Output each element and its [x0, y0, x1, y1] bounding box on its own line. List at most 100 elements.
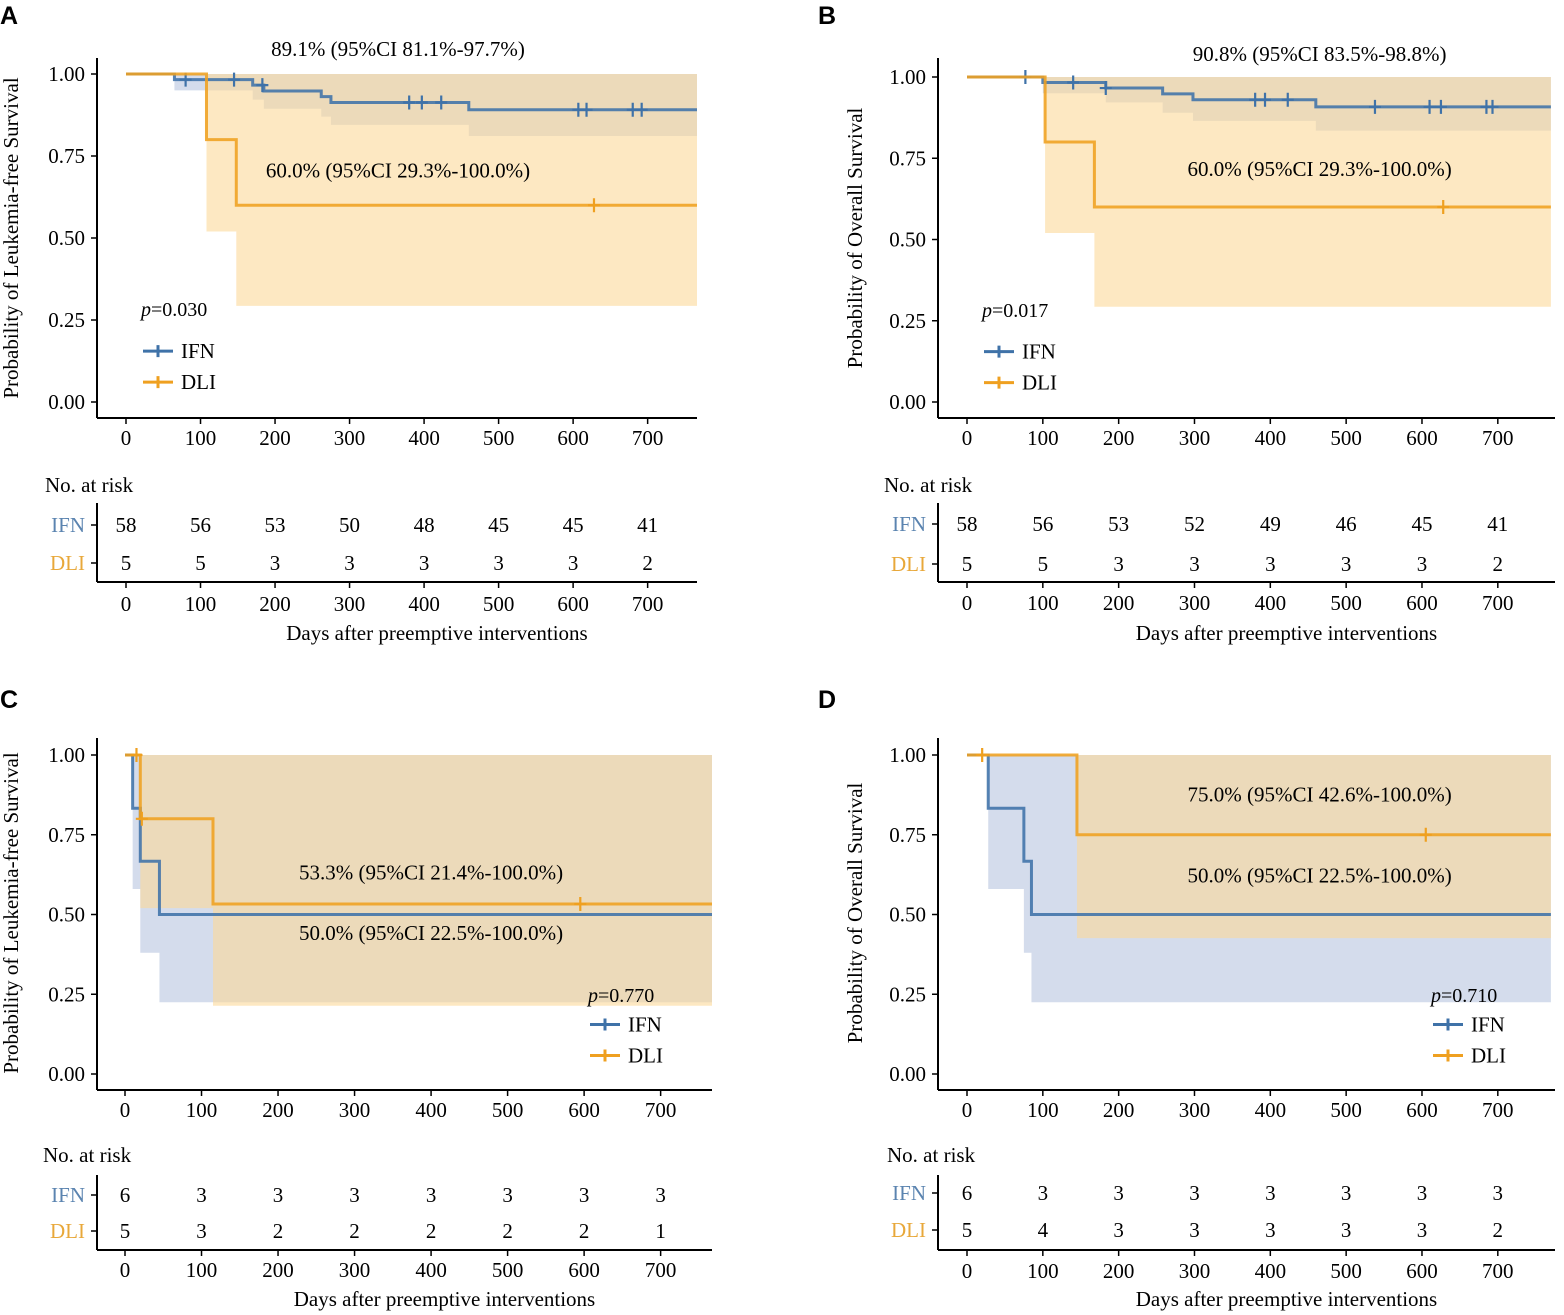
- risk-x-tick-label: 700: [645, 1258, 677, 1282]
- legend-swatch-dli: [590, 1049, 620, 1062]
- risk-table-title: No. at risk: [45, 473, 134, 497]
- panel-c: C 0.00 0.25 0.50 0.75 1.00 0 100 200 300 400 500 600…: [0, 686, 712, 1311]
- risk-count: 56: [190, 513, 211, 537]
- risk-x-tick-label: 0: [962, 591, 973, 615]
- risk-count: 3: [1113, 552, 1124, 576]
- risk-table: No. at risk IFN 6 3 3 3 3 3 3 3 DLI 5 4 3 3 3 3 3 2 0 100 200…: [887, 1143, 1555, 1311]
- risk-count: 58: [957, 512, 978, 536]
- risk-x-tick-label: 300: [334, 592, 366, 616]
- legend-swatch-dli: [1433, 1049, 1463, 1062]
- x-tick-label: 700: [1482, 1098, 1514, 1122]
- x-tick-label: 300: [1179, 426, 1211, 450]
- x-tick-label: 500: [1330, 1098, 1362, 1122]
- risk-count: 3: [1341, 552, 1352, 576]
- censor-mark: [1281, 92, 1294, 107]
- panel-b: B 0.00 0.25 0.50 0.75 1.00 0 100 200 300 400 500 600…: [818, 2, 1555, 645]
- legend-label-ifn: IFN: [628, 1013, 662, 1037]
- y-tick-label: 0.00: [889, 1062, 926, 1086]
- risk-x-tick-label: 500: [492, 1258, 524, 1282]
- panel-label: A: [0, 2, 18, 30]
- risk-count: 3: [1417, 1218, 1428, 1242]
- risk-count: 3: [419, 551, 430, 575]
- x-axis-label: Days after preemptive interventions: [1136, 621, 1437, 645]
- risk-count: 3: [1341, 1218, 1352, 1242]
- censor-mark: [435, 95, 448, 110]
- legend: IFN DLI: [984, 340, 1057, 395]
- legend-label-ifn: IFN: [181, 339, 215, 363]
- risk-count: 6: [120, 1183, 131, 1207]
- x-axis-label: Days after preemptive interventions: [294, 1287, 595, 1311]
- risk-count: 1: [655, 1219, 666, 1243]
- risk-count: 2: [1493, 1218, 1504, 1242]
- y-tick-label: 0.25: [48, 982, 85, 1006]
- risk-row-label-dli: DLI: [50, 551, 85, 575]
- panel-label: B: [818, 2, 836, 30]
- risk-count: 49: [1260, 512, 1281, 536]
- risk-count: 53: [265, 513, 286, 537]
- risk-table: No. at risk IFN 6 3 3 3 3 3 3 3 DLI 5 3 2 2 2 2 2 1 0 100 200…: [43, 1143, 712, 1311]
- x-tick-label: 200: [262, 1098, 294, 1122]
- risk-x-tick-label: 400: [1255, 1259, 1287, 1283]
- x-tick-label: 600: [568, 1098, 600, 1122]
- risk-count: 5: [962, 552, 973, 576]
- survival-line-ifn: [125, 753, 712, 916]
- legend-label-ifn: IFN: [1471, 1013, 1505, 1037]
- plot-area: [126, 72, 697, 306]
- risk-count: 3: [349, 1183, 360, 1207]
- risk-row-label-ifn: IFN: [51, 513, 85, 537]
- y-tick-label: 0.25: [889, 309, 926, 333]
- x-tick-label: 600: [557, 426, 589, 450]
- risk-count: 3: [1189, 1181, 1200, 1205]
- legend-swatch-dli: [984, 376, 1014, 389]
- risk-count: 3: [1189, 1218, 1200, 1242]
- legend-swatch-ifn: [984, 345, 1014, 358]
- risk-count: 2: [1493, 552, 1504, 576]
- risk-count: 41: [637, 513, 658, 537]
- censor-mark: [1368, 99, 1381, 114]
- p-value: p=0.770: [586, 985, 654, 1007]
- risk-row-label-ifn: IFN: [892, 512, 926, 536]
- risk-count: 3: [1113, 1181, 1124, 1205]
- p-value: p=0.710: [1429, 985, 1497, 1007]
- risk-x-tick-label: 400: [408, 592, 440, 616]
- risk-x-tick-label: 600: [1406, 1259, 1438, 1283]
- y-axis-label: Probability of Leukemia-free Survival: [0, 77, 23, 398]
- risk-count: 3: [1265, 1181, 1276, 1205]
- risk-count: 50: [339, 513, 360, 537]
- risk-x-tick-label: 100: [186, 1258, 218, 1282]
- y-tick-label: 0.75: [48, 144, 85, 168]
- censor-mark: [1099, 81, 1112, 96]
- y-tick-label: 1.00: [889, 65, 926, 89]
- risk-count: 3: [270, 551, 281, 575]
- risk-count: 2: [426, 1219, 437, 1243]
- ci-band-dli: [967, 755, 1551, 939]
- x-tick-label: 0: [962, 1098, 973, 1122]
- legend-label-dli: DLI: [628, 1044, 663, 1068]
- x-tick-label: 0: [962, 426, 973, 450]
- y-tick-label: 0.00: [889, 390, 926, 414]
- survival-annotation: 60.0% (95%CI 29.3%-100.0%): [1188, 157, 1452, 181]
- risk-count: 52: [1184, 512, 1205, 536]
- risk-count: 3: [273, 1183, 284, 1207]
- x-tick-label: 500: [1330, 426, 1362, 450]
- risk-count: 6: [962, 1181, 973, 1205]
- y-axis-label: Probability of Leukemia-free Survival: [0, 752, 23, 1073]
- risk-count: 3: [655, 1183, 666, 1207]
- survival-line-dli: [126, 72, 697, 207]
- risk-row-label-ifn: IFN: [51, 1183, 85, 1207]
- risk-x-tick-label: 200: [1103, 1259, 1135, 1283]
- risk-count: 2: [349, 1219, 360, 1243]
- legend: IFN DLI: [143, 339, 216, 394]
- legend-swatch-ifn: [143, 345, 173, 358]
- risk-x-tick-label: 100: [185, 592, 217, 616]
- y-tick-label: 1.00: [48, 62, 85, 86]
- censor-mark: [228, 72, 241, 87]
- legend-label-dli: DLI: [1471, 1044, 1506, 1068]
- y-tick-label: 0.25: [889, 982, 926, 1006]
- risk-count: 3: [1493, 1181, 1504, 1205]
- censor-mark: [1067, 75, 1080, 90]
- risk-count: 3: [1038, 1181, 1049, 1205]
- risk-count: 3: [1265, 1218, 1276, 1242]
- x-tick-label: 700: [632, 426, 664, 450]
- risk-count: 4: [1038, 1218, 1049, 1242]
